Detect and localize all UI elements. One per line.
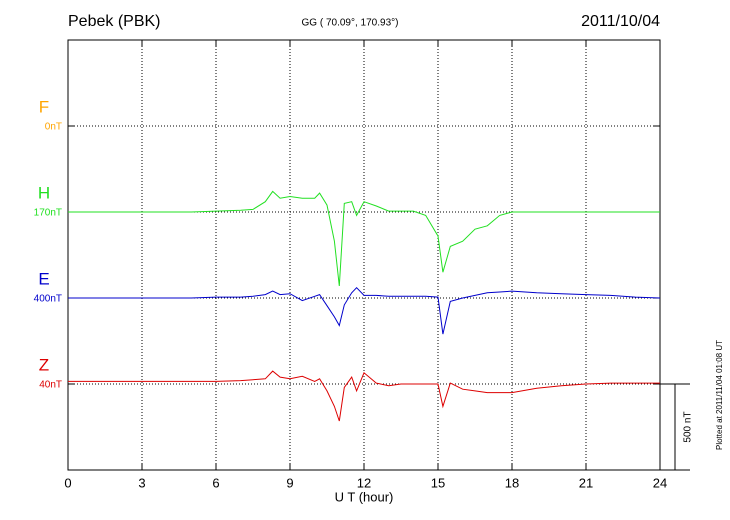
plot-frame (67, 39, 661, 471)
x-tick-label: 12 (357, 475, 371, 490)
trace (68, 370, 660, 422)
series-baseline-label: 400nT (34, 294, 62, 305)
trace (68, 286, 661, 335)
series-name: E (38, 269, 49, 288)
series-baseline-label: 170nT (34, 208, 62, 219)
series-name: H (38, 183, 50, 202)
x-tick-label: 15 (431, 475, 445, 490)
x-tick-label: 6 (212, 475, 219, 490)
plot-note: Plotted at 2011/11/04 01:08 UT (715, 340, 724, 450)
x-tick-label: 0 (64, 475, 71, 490)
chart-title: Pebek (PBK) (68, 13, 160, 30)
chart-subtitle: GG ( 70.09°, 170.93°) (302, 18, 399, 29)
series-name: Z (39, 355, 49, 374)
x-tick-label: 21 (579, 475, 593, 490)
trace (68, 190, 660, 287)
x-tick-label: 18 (505, 475, 519, 490)
series-name: F (39, 97, 49, 116)
x-axis-label: U T (hour) (335, 489, 394, 504)
scale-bar-label: 500 nT (683, 411, 694, 442)
series-baseline-label: 40nT (39, 380, 62, 391)
x-tick-label: 9 (286, 475, 293, 490)
chart-date: 2011/10/04 (581, 13, 660, 30)
x-tick-label: 3 (138, 475, 145, 490)
series-baseline-label: 0nT (45, 122, 62, 133)
x-tick-label: 24 (653, 475, 667, 490)
